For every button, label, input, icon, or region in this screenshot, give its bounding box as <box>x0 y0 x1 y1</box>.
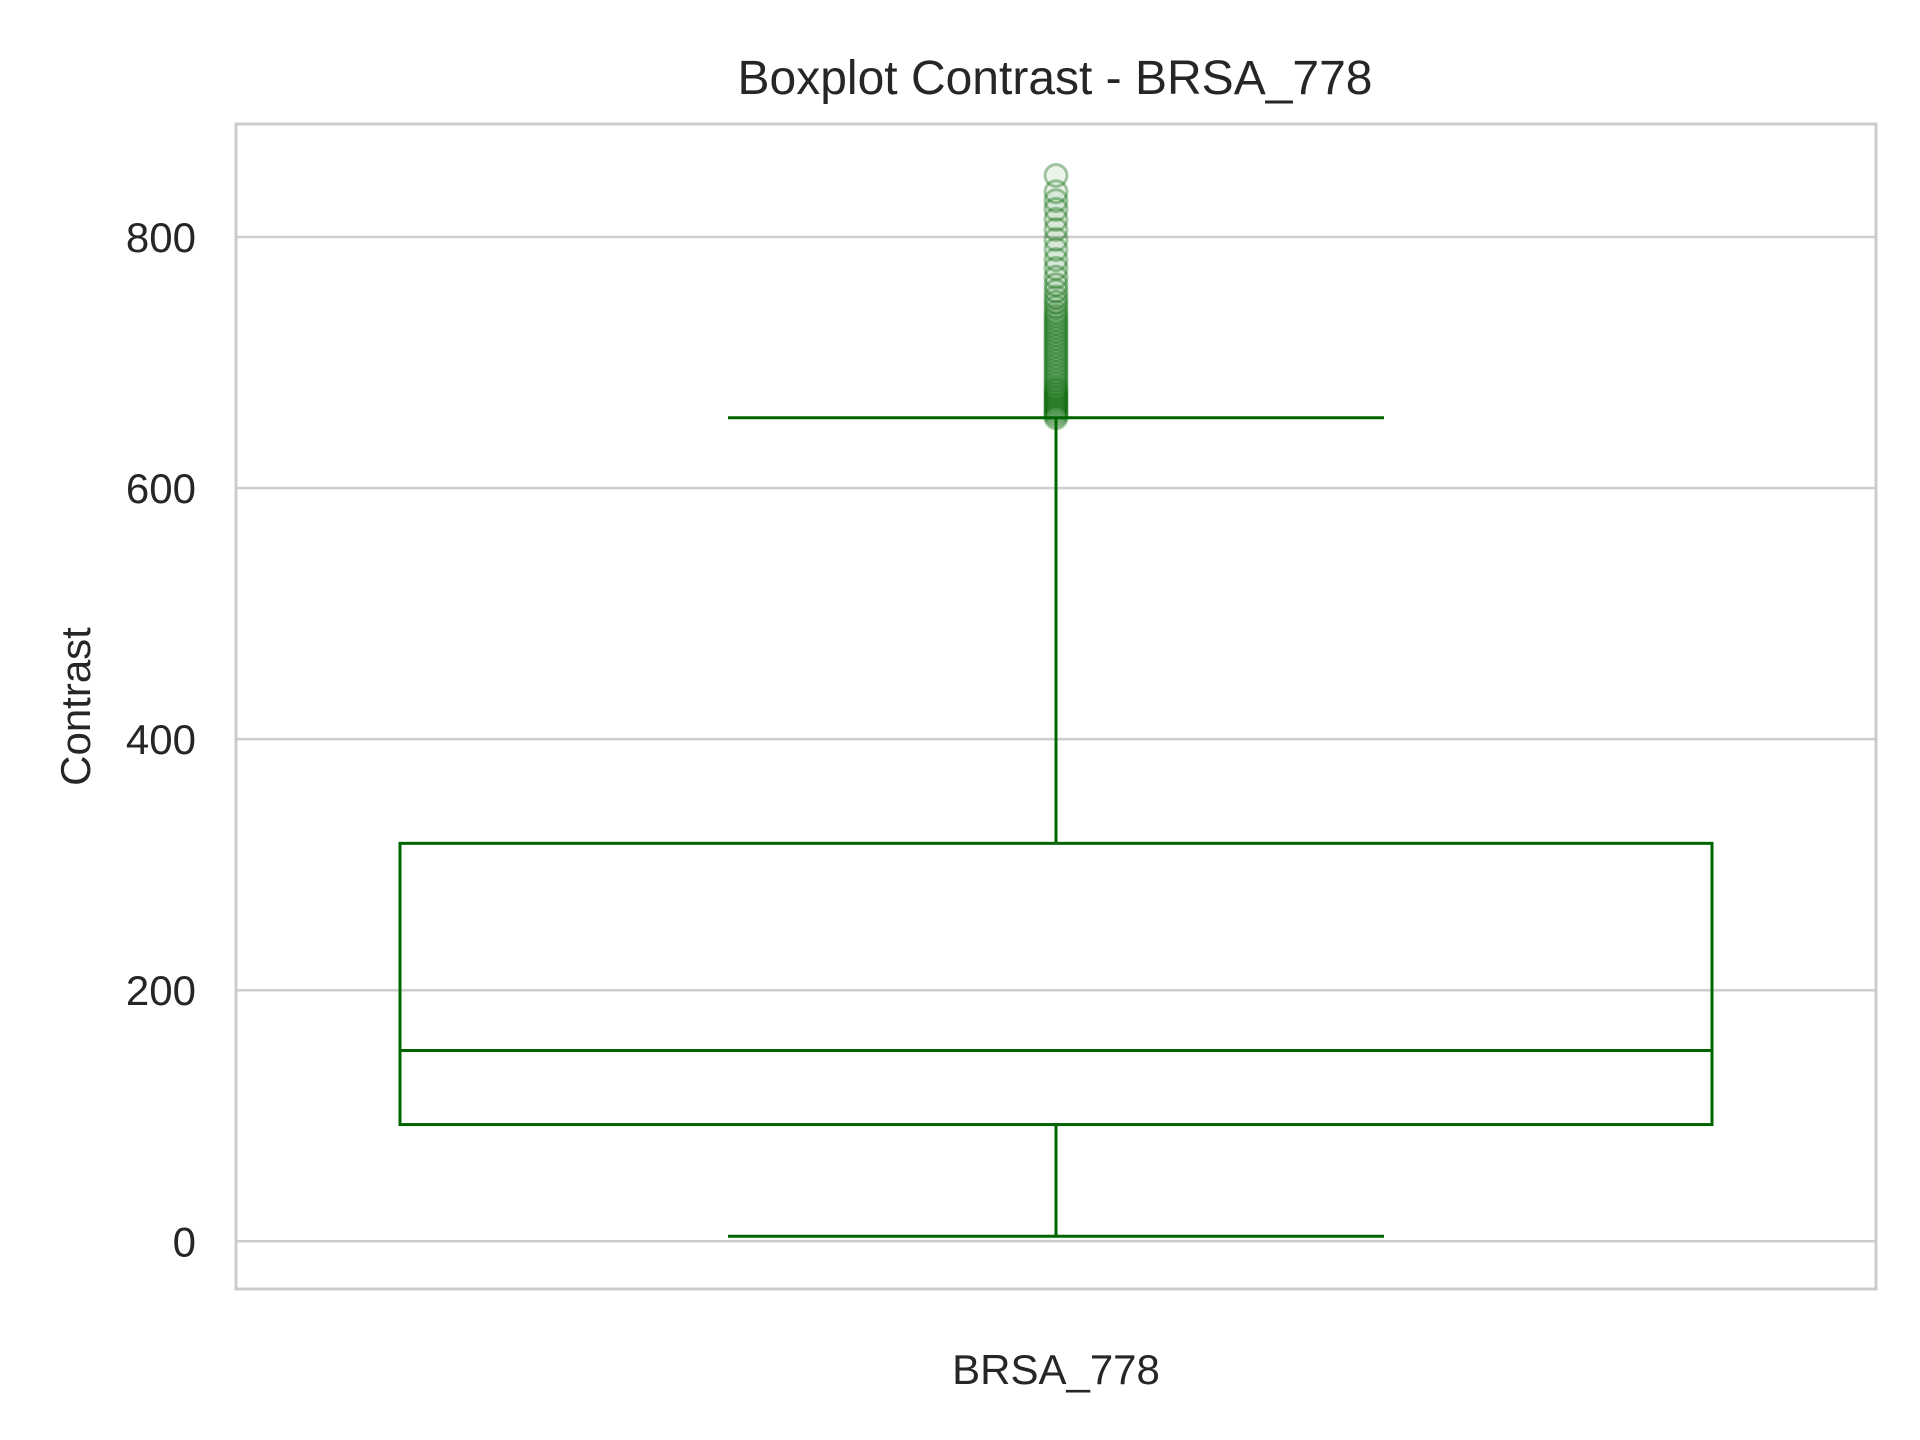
outlier-point <box>1043 392 1069 418</box>
y-tick-label-200: 200 <box>126 967 196 1014</box>
y-axis-label: Contrast <box>52 627 99 786</box>
outlier-point <box>1043 345 1069 371</box>
outlier-point <box>1043 299 1069 325</box>
outlier-point <box>1043 402 1069 428</box>
outlier-point <box>1043 179 1069 205</box>
outlier-point <box>1043 255 1069 281</box>
y-tick-label-800: 800 <box>126 214 196 261</box>
outlier-point <box>1043 382 1069 408</box>
outlier-point <box>1043 356 1069 382</box>
outlier-point <box>1043 385 1069 411</box>
outlier-point <box>1043 318 1069 344</box>
outlier-point <box>1043 377 1069 403</box>
outlier-point <box>1043 348 1069 374</box>
outlier-point <box>1043 352 1069 378</box>
y-tick-label-600: 600 <box>126 465 196 512</box>
y-tick-label-400: 400 <box>126 716 196 763</box>
outlier-point <box>1043 216 1069 242</box>
plot-frame <box>234 122 1878 1291</box>
iqr-box <box>398 841 1714 1127</box>
outlier-point <box>1043 397 1069 423</box>
outlier-point <box>1043 326 1069 352</box>
x-tick-label: BRSA_778 <box>952 1346 1160 1393</box>
outlier-point <box>1043 360 1069 386</box>
outlier-point <box>1043 188 1069 214</box>
outlier-point <box>1043 226 1069 252</box>
outlier-point <box>1043 278 1069 304</box>
outlier-point <box>1043 284 1069 310</box>
outlier-point <box>1043 363 1069 389</box>
outlier-point <box>1043 405 1069 431</box>
x-tick-labels: BRSA_778 <box>952 1346 1160 1393</box>
outlier-point <box>1043 311 1069 337</box>
outlier-point <box>1043 337 1069 363</box>
outlier-point <box>1043 162 1069 188</box>
outlier-point <box>1043 375 1069 401</box>
outlier-points <box>1043 162 1069 431</box>
outlier-point <box>1043 371 1069 397</box>
outlier-point <box>1043 247 1069 273</box>
outlier-point <box>1043 395 1069 421</box>
outlier-point <box>1043 303 1069 329</box>
outlier-point <box>1043 264 1069 290</box>
outlier-point <box>1043 367 1069 393</box>
box-series <box>398 416 1714 1238</box>
outlier-point <box>1043 380 1069 406</box>
outlier-point <box>1043 400 1069 426</box>
outlier-point <box>1043 196 1069 222</box>
outlier-point <box>1043 307 1069 333</box>
outlier-point <box>1043 387 1069 413</box>
outlier-point <box>1043 314 1069 340</box>
outlier-point <box>1043 322 1069 348</box>
y-tick-labels: 0 200 400 600 800 <box>126 214 196 1265</box>
outlier-point <box>1043 206 1069 232</box>
outlier-point <box>1043 333 1069 359</box>
outlier-point <box>1043 237 1069 263</box>
outlier-point <box>1043 341 1069 367</box>
y-tick-label-0: 0 <box>173 1218 196 1265</box>
outlier-point <box>1043 329 1069 355</box>
outlier-point <box>1043 289 1069 315</box>
outlier-point <box>1043 294 1069 320</box>
chart-title: Boxplot Contrast - BRSA_778 <box>738 52 1373 105</box>
outlier-point <box>1043 390 1069 416</box>
outlier-point <box>1043 272 1069 298</box>
